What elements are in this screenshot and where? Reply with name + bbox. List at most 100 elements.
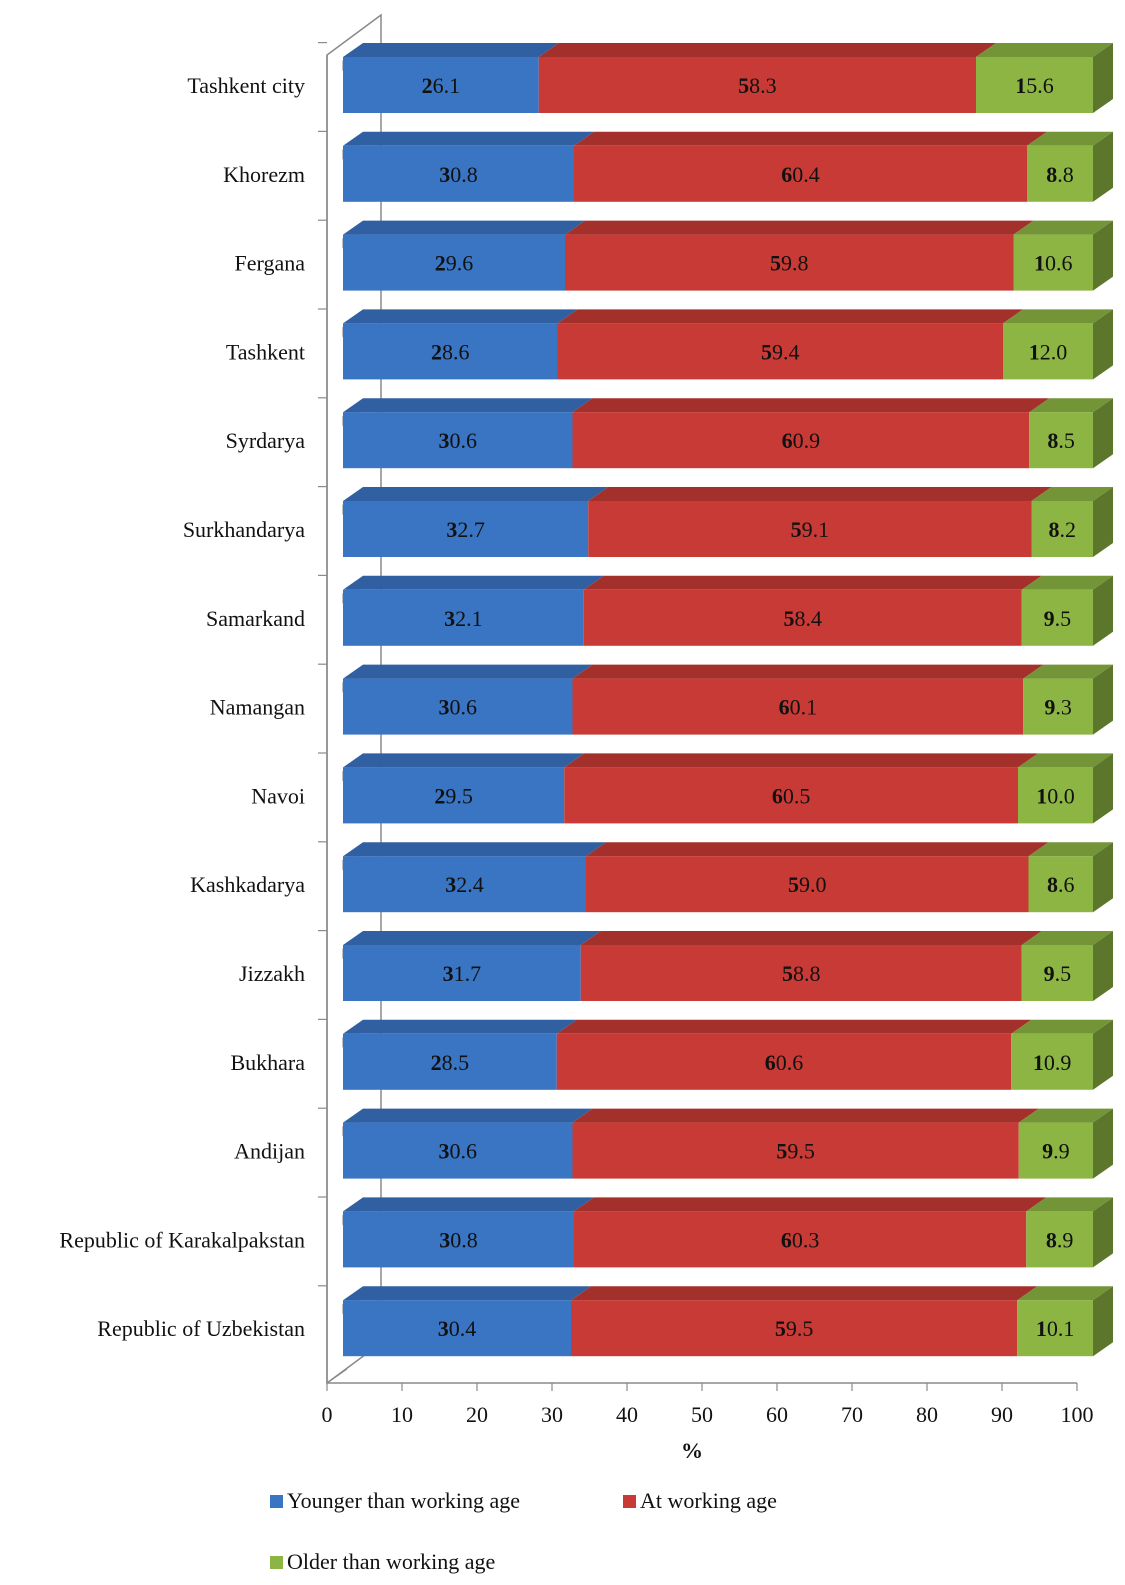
bar-side-face — [1093, 43, 1113, 113]
bar — [571, 1300, 1018, 1357]
bar-side-face — [1093, 309, 1113, 380]
bar-top-face — [343, 220, 585, 235]
data-label: 31.7 — [443, 961, 482, 986]
bar-top-face — [343, 664, 593, 679]
data-label: 58.4 — [784, 606, 823, 631]
legend-item-older: Older than working age — [270, 1549, 495, 1575]
bar — [1026, 1211, 1093, 1268]
bar-side-face — [1093, 842, 1113, 913]
data-label: 8.5 — [1047, 428, 1075, 453]
bar — [343, 412, 573, 469]
bar-top-face — [1029, 398, 1113, 413]
x-tick-label: 100 — [1061, 1402, 1094, 1427]
bar — [580, 945, 1022, 1001]
bar — [1003, 323, 1093, 380]
bar — [572, 678, 1024, 735]
bar — [538, 57, 976, 113]
bar — [1021, 945, 1093, 1001]
data-label: 8.2 — [1049, 517, 1077, 542]
bar — [343, 1211, 574, 1268]
bar-side-face — [1093, 1197, 1113, 1268]
bar-top-face — [1021, 575, 1113, 590]
bar-top-face — [343, 487, 609, 501]
bar-top-face — [572, 398, 1050, 413]
data-label: 59.0 — [788, 872, 827, 897]
data-label: 32.4 — [445, 872, 484, 897]
bar-top-face — [572, 1108, 1039, 1123]
category-label: Kashkadarya — [190, 872, 305, 897]
legend-swatch-older — [270, 1555, 283, 1569]
bar-top-face — [564, 753, 1038, 768]
data-label: 29.5 — [434, 783, 473, 808]
data-label: 10.1 — [1036, 1316, 1075, 1341]
data-label: 15.6 — [1015, 73, 1054, 98]
bar-top-face — [343, 309, 578, 324]
bar — [588, 501, 1032, 557]
x-tick-label: 70 — [841, 1402, 863, 1427]
bar-top-face — [557, 309, 1023, 324]
category-label: Republic of Karakalpakstan — [59, 1227, 305, 1252]
bar — [574, 1211, 1027, 1268]
category-label: Namangan — [210, 695, 305, 720]
category-label: Andijan — [234, 1139, 305, 1164]
bar-top-face — [556, 1019, 1032, 1034]
data-label: 10.6 — [1034, 251, 1073, 276]
bar-side-face — [1093, 575, 1113, 646]
x-tick-label: 0 — [322, 1402, 333, 1427]
bar-top-face — [343, 931, 601, 945]
data-label: 32.7 — [446, 517, 485, 542]
legend-swatch-working — [623, 1494, 636, 1508]
data-label: 9.5 — [1044, 961, 1072, 986]
category-label: Tashkent — [226, 339, 305, 364]
data-label: 60.1 — [779, 695, 818, 720]
bar — [1013, 234, 1093, 291]
category-label: Republic of Uzbekistan — [97, 1316, 305, 1341]
bar-top-face — [343, 1019, 577, 1034]
bar-top-face — [572, 664, 1044, 679]
x-tick-label: 40 — [616, 1402, 638, 1427]
data-label: 60.5 — [772, 783, 811, 808]
data-label: 30.4 — [438, 1316, 477, 1341]
bar-top-face — [343, 1286, 591, 1301]
bar-side-face — [1093, 1108, 1113, 1179]
bar-top-face — [1017, 1286, 1113, 1301]
bar-side-face — [1093, 1286, 1113, 1357]
data-label: 30.6 — [439, 695, 478, 720]
bar-side-face — [1093, 664, 1113, 735]
data-label: 32.1 — [444, 606, 483, 631]
bar — [1031, 501, 1093, 557]
bar-top-face — [1021, 931, 1113, 945]
bar-top-face — [586, 842, 1049, 857]
bar — [343, 589, 584, 646]
data-label: 30.8 — [439, 1227, 478, 1252]
bar-top-face — [343, 1197, 594, 1212]
bar-top-face — [1027, 131, 1113, 146]
x-tick-label: 10 — [391, 1402, 413, 1427]
bar-top-face — [583, 575, 1042, 590]
bar-top-face — [1018, 1108, 1113, 1123]
data-label: 58.8 — [782, 961, 821, 986]
data-label: 8.6 — [1047, 872, 1075, 897]
bar-top-face — [1026, 1197, 1113, 1212]
data-label: 59.4 — [761, 339, 800, 364]
data-label: 8.9 — [1046, 1227, 1074, 1252]
x-tick-label: 80 — [916, 1402, 938, 1427]
bar-side-face — [1093, 487, 1113, 557]
category-label: Surkhandarya — [183, 517, 305, 542]
bar — [557, 323, 1003, 380]
bar-top-face — [1013, 220, 1113, 235]
category-label: Jizzakh — [239, 961, 305, 986]
category-label: Syrdarya — [226, 428, 306, 453]
bar-top-face — [1023, 664, 1113, 679]
legend-swatch-younger — [270, 1494, 283, 1508]
bar — [583, 589, 1022, 646]
data-label: 10.9 — [1033, 1050, 1072, 1075]
data-label: 60.4 — [781, 162, 820, 187]
bar — [556, 1033, 1012, 1090]
bar — [1011, 1033, 1093, 1090]
category-label: Khorezm — [223, 162, 305, 187]
data-label: 30.6 — [439, 428, 478, 453]
bar-side-face — [1093, 398, 1113, 469]
bar-top-face — [574, 1197, 1047, 1212]
